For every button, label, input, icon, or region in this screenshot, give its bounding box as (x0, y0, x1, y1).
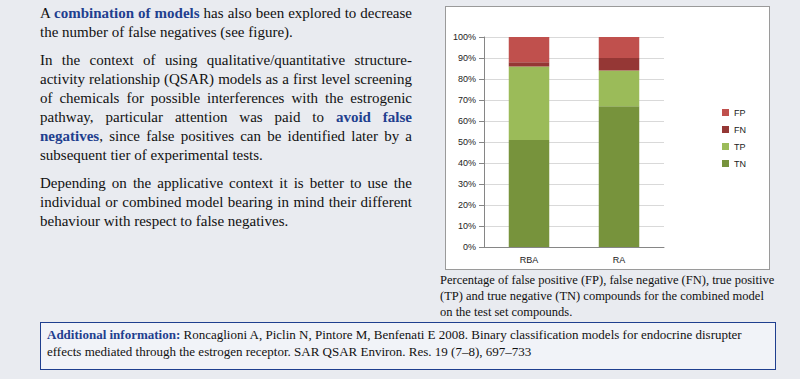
svg-text:TP: TP (734, 142, 746, 152)
html-text:Additional information: Roncag: Additional information: Roncaglioni A, P… (47, 327, 742, 359)
svg-text:FP: FP (734, 108, 746, 118)
svg-text:20%: 20% (458, 200, 476, 210)
svg-text:30%: 30% (458, 179, 476, 189)
html-text:Depending on the applicative c: Depending on the applicative context it … (40, 175, 412, 229)
svg-text:FN: FN (734, 125, 746, 135)
svg-text:90%: 90% (458, 53, 476, 63)
html-text:A combination of models has al: A combination of models has also been ex… (40, 5, 412, 40)
svg-text:60%: 60% (458, 116, 476, 126)
svg-text:0%: 0% (463, 242, 476, 252)
svg-text:10%: 10% (458, 221, 476, 231)
svg-text:100%: 100% (453, 32, 476, 42)
svg-text:TN: TN (734, 159, 746, 169)
html-text:In the context of using qualit: In the context of using qualitative/quan… (40, 52, 412, 163)
html-text:Percentage of false positive (: Percentage of false positive (FP), false… (440, 273, 775, 319)
svg-text:50%: 50% (458, 137, 476, 147)
svg-text:80%: 80% (458, 74, 476, 84)
svg-text:40%: 40% (458, 158, 476, 168)
svg-text:RBA: RBA (520, 255, 539, 265)
svg-text:70%: 70% (458, 95, 476, 105)
svg-text:RA: RA (613, 255, 626, 265)
